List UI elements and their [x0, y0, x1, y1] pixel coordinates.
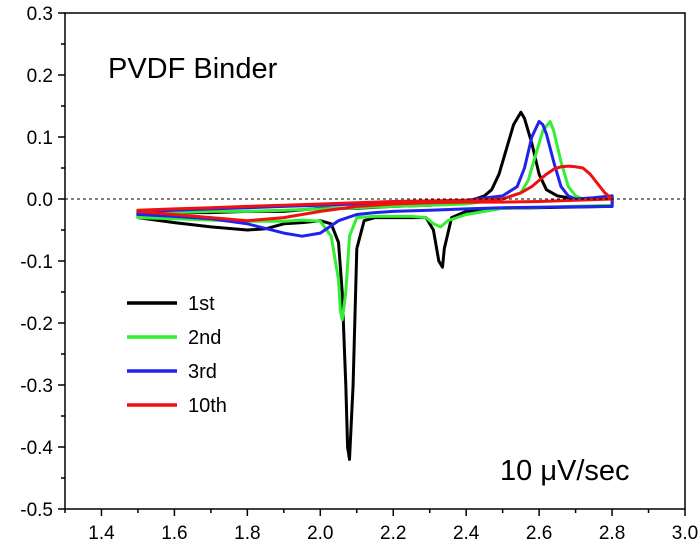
x-tick-label: 2.6: [526, 523, 552, 544]
chart-annotation-title: PVDF Binder: [108, 53, 278, 85]
y-tick-label: 0.1: [27, 128, 53, 149]
x-tick-label: 1.8: [234, 523, 260, 544]
plot-series-group: [136, 110, 614, 461]
y-tick-label: -0.5: [20, 500, 53, 521]
legend-label: 2nd: [188, 327, 221, 349]
y-tick-label: 0.2: [27, 66, 53, 87]
series-line-10th: [136, 164, 614, 223]
axis-ticks-group: [58, 12, 686, 516]
y-tick-label: 0.0: [27, 190, 53, 211]
axis-tick-labels-group: 1.4 1.6 1.8 2.0 2.2 2.4 2.6 2.8 3.0 0.3 0.2 0.1 0.0 -…: [20, 4, 698, 544]
x-tick-label: 2.8: [599, 523, 625, 544]
legend-label: 1st: [188, 293, 215, 315]
legend-label: 3rd: [188, 361, 217, 383]
y-tick-label: -0.1: [20, 252, 53, 273]
y-tick-label: 0.3: [27, 4, 53, 25]
x-tick-label: 1.4: [88, 523, 115, 544]
y-tick-label: -0.4: [20, 438, 53, 459]
x-tick-label: 3.0: [672, 523, 698, 544]
scan-rate-annotation: 10 μV/sec: [500, 455, 630, 487]
x-tick-label: 2.0: [307, 523, 333, 544]
legend-label: 10th: [188, 395, 227, 417]
plot-frame: [64, 12, 686, 510]
x-tick-label: 2.2: [380, 523, 406, 544]
series-line-2nd: [136, 120, 614, 322]
x-tick-label: 1.6: [161, 523, 187, 544]
x-tick-label: 2.4: [453, 523, 480, 544]
legend: 1st 2nd 3rd 10th: [127, 293, 227, 417]
y-tick-label: -0.3: [20, 376, 53, 397]
y-tick-label: -0.2: [20, 314, 53, 335]
